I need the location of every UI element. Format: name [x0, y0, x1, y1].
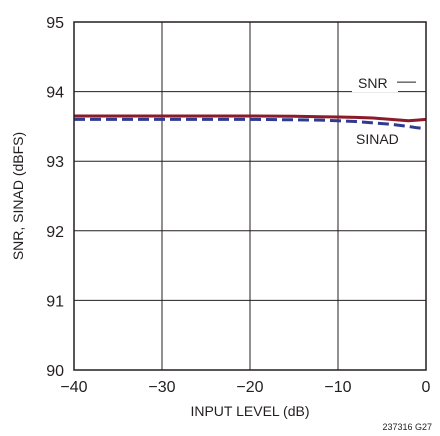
- y-tick-label: 90: [46, 363, 64, 380]
- x-tick-labels: −40 −30 −20 −10 0: [60, 379, 430, 396]
- y-tick-label: 92: [46, 224, 64, 241]
- x-tick-label: −10: [324, 379, 351, 396]
- y-tick-labels: 90 91 92 93 94 95: [46, 15, 64, 380]
- figure-id: 237316 G27: [382, 422, 432, 432]
- y-tick-label: 91: [46, 293, 64, 310]
- sinad-label-bg: [352, 129, 412, 148]
- series-line-snr: [74, 114, 427, 123]
- series-label-snr: SNR: [358, 75, 388, 91]
- series-label-layer: SNR SINAD: [352, 74, 416, 148]
- x-tick-label: 0: [422, 379, 431, 396]
- snr-label-bg: [352, 74, 398, 93]
- x-tick-label: −40: [60, 379, 87, 396]
- y-tick-label: 94: [46, 85, 64, 102]
- x-axis-title: INPUT LEVEL (dB): [190, 403, 309, 419]
- y-tick-label: 93: [46, 154, 64, 171]
- y-tick-label: 95: [46, 15, 64, 32]
- y-axis-title: SNR, SINAD (dBFS): [10, 132, 26, 260]
- x-tick-label: −30: [148, 379, 175, 396]
- series-label-sinad: SINAD: [356, 131, 399, 147]
- series-layer: [74, 114, 427, 130]
- x-tick-label: −20: [236, 379, 263, 396]
- plot-frame: [73, 21, 427, 371]
